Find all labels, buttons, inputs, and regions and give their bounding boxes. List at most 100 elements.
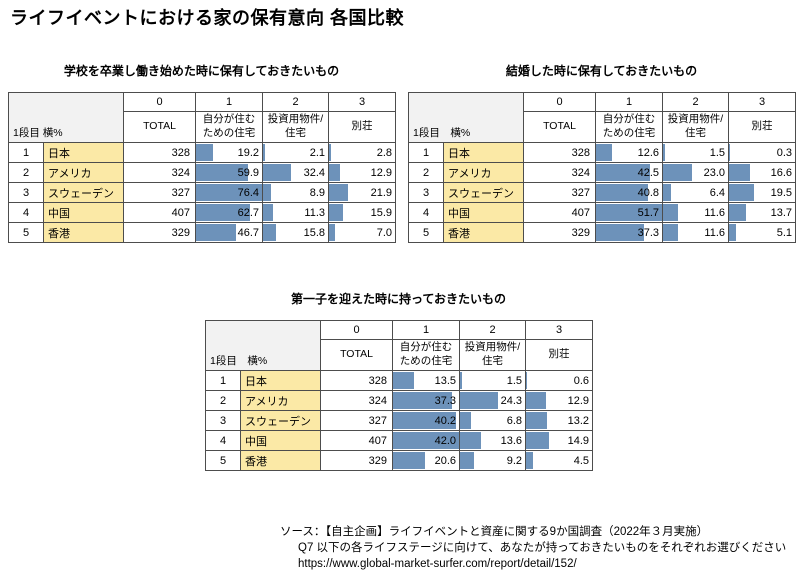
row-number: 2 [8,162,44,183]
total-value: 327 [123,182,196,203]
total-value: 328 [523,142,596,163]
value-label: 42.5 [637,166,659,179]
data-bar [526,432,550,449]
column-header: 投資用物件/住宅 [662,111,729,143]
country-label: 日本 [240,370,321,391]
data-bar [393,412,457,429]
table-title-first-child: 第一子を迎えた時に持っておきたいもの [290,292,507,306]
country-label: 中国 [240,430,321,451]
data-bar [196,144,213,161]
country-label: 日本 [443,142,524,163]
value-label: 37.3 [434,394,456,407]
data-bar [329,184,348,201]
value-label: 13.6 [500,434,522,447]
value-label: 7.0 [376,226,392,239]
value-cell: 0.3 [728,142,796,163]
value-cell: 9.2 [459,450,526,471]
value-label: 37.3 [637,226,659,239]
data-bar [263,164,291,181]
column-header: TOTAL [123,111,196,143]
value-label: 12.9 [370,166,392,179]
total-value: 324 [320,390,393,411]
value-label: 15.9 [370,206,392,219]
value-cell: 11.6 [662,222,729,243]
value-label: 20.6 [434,454,456,467]
total-value: 407 [523,202,596,223]
value-cell: 2.1 [262,142,329,163]
country-label: 中国 [43,202,124,223]
table-body: 1 日本 328 13.5 1.5 0.6 2 アメリカ 324 37.3 24.3 12.9 3 スウェ… [205,370,593,471]
value-cell: 42.0 [392,430,460,451]
column-header: 別荘 [525,339,593,371]
country-label: アメリカ [443,162,524,183]
value-label: 1.5 [709,146,725,159]
corner-label: 1段目 横% [413,127,471,139]
value-cell: 12.9 [328,162,396,183]
column-header: 自分が住む ための住宅 [195,111,263,143]
table-first-child: 1段目 横% 0 1 2 3 TOTAL 自分が住む ための住宅 投資用物件/住宅 別荘 1 日本 32… [205,320,593,471]
value-cell: 15.9 [328,202,396,223]
value-label: 0.3 [776,146,792,159]
column-header: 投資用物件/住宅 [262,111,329,143]
row-number: 3 [408,182,444,203]
column-header: 自分が住む ための住宅 [392,339,460,371]
column-number: 1 [195,92,263,112]
footer-question: Q7 以下の各ライフステージに向けて、あなたが持っておきたいものをそれぞれお選び… [298,542,787,554]
total-value: 329 [123,222,196,243]
value-cell: 37.3 [392,390,460,411]
country-label: アメリカ [240,390,321,411]
row-number: 2 [205,390,241,411]
country-label: 中国 [443,202,524,223]
value-cell: 23.0 [662,162,729,183]
table-row: 5 香港 329 46.7 15.8 7.0 [8,222,396,243]
total-value: 324 [523,162,596,183]
table-marriage: 1段目 横% 0 1 2 3 TOTAL 自分が住む ための住宅 投資用物件/住宅 別荘 1 日本 32… [408,92,796,243]
data-bar [460,372,463,389]
value-label: 19.5 [770,186,792,199]
table-header: 1段目 横% 0 1 2 3 TOTAL 自分が住む ための住宅 投資用物件/住宅 別荘 [408,92,796,143]
column-number: 2 [662,92,729,112]
value-label: 8.9 [309,186,325,199]
value-cell: 8.9 [262,182,329,203]
column-number: 3 [525,320,593,340]
column-number: 0 [123,92,196,112]
value-cell: 59.9 [195,162,263,183]
header-number-row: 1段目 横% 0 1 2 3 [205,320,593,371]
table-section-first-child: 第一子を迎えた時に持っておきたいもの 1段目 横% 0 1 2 3 TOTAL 自分が住むた… [205,290,593,471]
table-graduation: 1段目 横% 0 1 2 3 TOTAL 自分が住む ための住宅 投資用物件/住宅 別荘 1 日本 32… [8,92,396,243]
data-bar [526,452,534,469]
table-row: 5 香港 329 37.3 11.6 5.1 [408,222,796,243]
data-bar [729,184,754,201]
data-bar [729,164,751,181]
value-cell: 13.5 [392,370,460,391]
data-bar [460,452,475,469]
value-cell: 21.9 [328,182,396,203]
corner-header: 1段目 横% [408,92,524,143]
data-bar [393,372,415,389]
total-value: 328 [320,370,393,391]
value-cell: 2.8 [328,142,396,163]
data-bar [196,204,251,221]
value-cell: 12.6 [595,142,663,163]
data-bar [393,452,426,469]
value-cell: 1.5 [459,370,526,391]
value-label: 4.5 [573,454,589,467]
table-row: 3 スウェーデン 327 76.4 8.9 21.9 [8,182,396,203]
country-label: スウェーデン [240,410,321,431]
value-label: 5.1 [776,226,792,239]
value-cell: 5.1 [728,222,796,243]
value-cell: 20.6 [392,450,460,471]
corner-label: 1段目 横% [210,355,268,367]
table-section-graduation: 学校を卒業し働き始めた時に保有しておきたいもの 1段目 横% 0 1 2 3 TOTAL 自… [8,62,396,243]
header-number-row: 1段目 横% 0 1 2 3 [8,92,396,143]
value-cell: 13.6 [459,430,526,451]
corner-label: 1段目 横% [13,127,63,139]
total-value: 324 [123,162,196,183]
value-cell: 14.9 [525,430,593,451]
data-bar [329,144,332,161]
value-cell: 19.5 [728,182,796,203]
header-label-row: TOTAL 自分が住む ための住宅 投資用物件/住宅 別荘 [9,111,396,143]
table-body: 1 日本 328 12.6 1.5 0.3 2 アメリカ 324 42.5 23.0 16.6 3 スウェ… [408,142,796,243]
country-label: 香港 [240,450,321,471]
value-label: 11.6 [704,226,725,239]
